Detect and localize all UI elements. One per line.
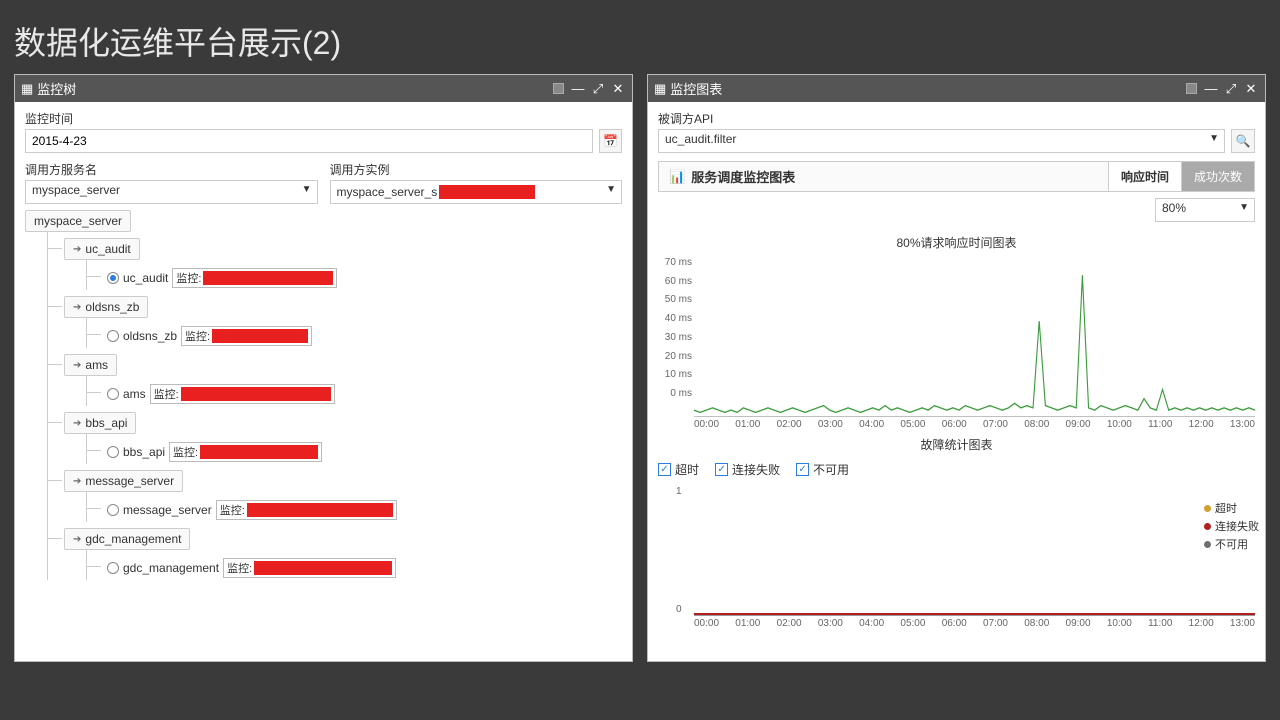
leaf-label: gdc_management xyxy=(123,561,219,575)
instance-label: 调用方实例 xyxy=(330,161,623,178)
tree-root[interactable]: myspace_server xyxy=(25,210,131,232)
tab-success-count[interactable]: 成功次数 xyxy=(1181,162,1254,191)
grid-icon: ▦ xyxy=(654,81,666,97)
close-button[interactable]: ✕ xyxy=(610,81,626,97)
api-label: 被调方API xyxy=(658,110,1255,127)
monitor-badge: 监控: xyxy=(223,558,396,578)
arrow-icon: ➔ xyxy=(73,418,81,429)
tree-leaf[interactable]: bbs_api 监控: xyxy=(103,440,326,464)
expand-button[interactable]: ⤢ xyxy=(1223,81,1239,97)
radio-button[interactable] xyxy=(107,272,119,284)
service-label: 调用方服务名 xyxy=(25,161,318,178)
redacted-text xyxy=(254,561,392,575)
arrow-icon: ➔ xyxy=(73,360,81,371)
checkbox-icon: ✓ xyxy=(796,463,809,476)
tree-leaf[interactable]: oldsns_zb 监控: xyxy=(103,324,316,348)
chart-section-header: 📊 服务调度监控图表 响应时间 成功次数 xyxy=(658,161,1255,192)
tree-leaf[interactable]: message_server 监控: xyxy=(103,498,401,522)
redacted-text xyxy=(203,271,333,285)
minimize-button[interactable]: — xyxy=(570,81,586,97)
tree-node[interactable]: ➔message_server xyxy=(64,470,183,492)
section-title: 服务调度监控图表 xyxy=(691,167,795,186)
grid-icon: ▦ xyxy=(21,81,33,97)
fault-y-min: 0 xyxy=(676,604,682,615)
leaf-label: message_server xyxy=(123,503,212,517)
redacted-text xyxy=(439,185,535,199)
instance-select[interactable]: myspace_server_s xyxy=(330,180,623,204)
checkbox-item[interactable]: ✓不可用 xyxy=(796,461,849,478)
api-select[interactable]: uc_audit.filter xyxy=(658,129,1225,153)
checkbox-item[interactable]: ✓超时 xyxy=(658,461,699,478)
calendar-icon[interactable]: 📅 xyxy=(599,129,622,153)
legend-item: 连接失败 xyxy=(1204,518,1259,534)
arrow-icon: ➔ xyxy=(73,302,81,313)
monitor-badge: 监控: xyxy=(150,384,335,404)
fault-legend: 超时连接失败不可用 xyxy=(1204,500,1259,554)
leaf-label: ams xyxy=(123,387,146,401)
arrow-icon: ➔ xyxy=(73,476,81,487)
chart2-title: 故障统计图表 xyxy=(658,436,1255,453)
tree-node[interactable]: ➔bbs_api xyxy=(64,412,136,434)
radio-button[interactable] xyxy=(107,504,119,516)
redacted-text xyxy=(181,387,331,401)
fault-y-max: 1 xyxy=(676,486,682,497)
redacted-text xyxy=(212,329,308,343)
redacted-text xyxy=(200,445,318,459)
tree-node[interactable]: ➔gdc_management xyxy=(64,528,190,550)
monitor-tree: myspace_server ➔uc_audit uc_audit 监控: ➔o… xyxy=(25,210,622,580)
panel-header: ▦ 监控图表 — ⤢ ✕ xyxy=(648,75,1265,102)
fault-checks: ✓超时 ✓连接失败 ✓不可用 xyxy=(658,461,1255,478)
leaf-label: uc_audit xyxy=(123,271,168,285)
minimize-button[interactable]: — xyxy=(1203,81,1219,97)
tree-leaf[interactable]: gdc_management 监控: xyxy=(103,556,400,580)
tree-node[interactable]: ➔ams xyxy=(64,354,117,376)
legend-item: 超时 xyxy=(1204,500,1259,516)
arrow-icon: ➔ xyxy=(73,244,81,255)
date-input[interactable] xyxy=(25,129,593,153)
tree-node[interactable]: ➔oldsns_zb xyxy=(64,296,148,318)
close-button[interactable]: ✕ xyxy=(1243,81,1259,97)
tree-leaf[interactable]: ams 监控: xyxy=(103,382,339,406)
leaf-label: bbs_api xyxy=(123,445,165,459)
monitor-badge: 监控: xyxy=(216,500,397,520)
expand-button[interactable]: ⤢ xyxy=(590,81,606,97)
radio-button[interactable] xyxy=(107,446,119,458)
fault-line xyxy=(694,613,1255,615)
chart1-title: 80%请求响应时间图表 xyxy=(658,234,1255,251)
checkbox-icon: ✓ xyxy=(658,463,671,476)
panel-monitor-tree: ▦ 监控树 — ⤢ ✕ 监控时间 📅 调用方服务名 myspace_server… xyxy=(14,74,633,662)
service-select[interactable]: myspace_server xyxy=(25,180,318,204)
response-time-chart: 70 ms60 ms50 ms40 ms30 ms20 ms10 ms0 ms xyxy=(694,257,1255,417)
panel-toggle-button[interactable] xyxy=(1183,81,1199,97)
fault-chart: 1 0 超时连接失败不可用 xyxy=(694,486,1255,616)
checkbox-icon: ✓ xyxy=(715,463,728,476)
redacted-text xyxy=(247,503,393,517)
panel-title: 监控树 xyxy=(37,79,76,98)
instance-value: myspace_server_s xyxy=(337,185,438,199)
arrow-icon: ➔ xyxy=(73,534,81,545)
monitor-badge: 监控: xyxy=(169,442,322,462)
panel-header: ▦ 监控树 — ⤢ ✕ xyxy=(15,75,632,102)
monitor-badge: 监控: xyxy=(181,326,312,346)
panel-title: 监控图表 xyxy=(670,79,722,98)
checkbox-item[interactable]: ✓连接失败 xyxy=(715,461,780,478)
date-label: 监控时间 xyxy=(25,110,622,127)
search-button[interactable]: 🔍 xyxy=(1231,129,1255,153)
percentile-select[interactable]: 80% xyxy=(1155,198,1255,222)
leaf-label: oldsns_zb xyxy=(123,329,177,343)
radio-button[interactable] xyxy=(107,388,119,400)
tab-response-time[interactable]: 响应时间 xyxy=(1108,162,1181,191)
radio-button[interactable] xyxy=(107,330,119,342)
bar-chart-icon: 📊 xyxy=(669,169,685,185)
page-title: 数据化运维平台展示(2) xyxy=(0,0,1280,74)
tree-leaf[interactable]: uc_audit 监控: xyxy=(103,266,341,290)
panel-toggle-button[interactable] xyxy=(550,81,566,97)
tree-node[interactable]: ➔uc_audit xyxy=(64,238,140,260)
legend-item: 不可用 xyxy=(1204,536,1259,552)
radio-button[interactable] xyxy=(107,562,119,574)
monitor-badge: 监控: xyxy=(172,268,337,288)
panel-monitor-chart: ▦ 监控图表 — ⤢ ✕ 被调方API uc_audit.filter ▼ 🔍 … xyxy=(647,74,1266,662)
